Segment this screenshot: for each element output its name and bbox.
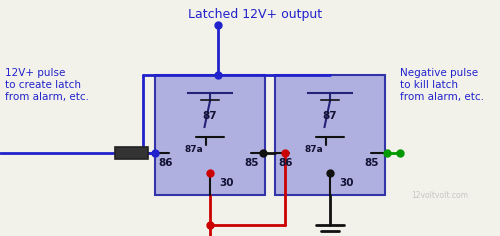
Text: 87a: 87a bbox=[184, 145, 203, 154]
Text: 85: 85 bbox=[365, 158, 380, 168]
Text: Latched 12V+ output: Latched 12V+ output bbox=[188, 8, 322, 21]
Text: 86: 86 bbox=[279, 158, 293, 168]
Text: 12V+ pulse: 12V+ pulse bbox=[5, 68, 66, 78]
Text: 87a: 87a bbox=[304, 145, 323, 154]
Text: 86: 86 bbox=[159, 158, 174, 168]
Text: 30: 30 bbox=[219, 178, 234, 188]
Text: to create latch: to create latch bbox=[5, 80, 81, 90]
Text: 87: 87 bbox=[322, 111, 338, 121]
Bar bbox=[155, 75, 265, 195]
Text: 85: 85 bbox=[245, 158, 259, 168]
Text: from alarm, etc.: from alarm, etc. bbox=[5, 92, 89, 102]
Text: from alarm, etc.: from alarm, etc. bbox=[400, 92, 484, 102]
Bar bbox=[275, 75, 385, 195]
Bar bbox=[115, 147, 148, 159]
Text: 30: 30 bbox=[339, 178, 353, 188]
Text: to kill latch: to kill latch bbox=[400, 80, 458, 90]
Text: Negative pulse: Negative pulse bbox=[400, 68, 478, 78]
Text: 12voltvolt.com: 12voltvolt.com bbox=[412, 190, 469, 199]
Text: 87: 87 bbox=[202, 111, 218, 121]
